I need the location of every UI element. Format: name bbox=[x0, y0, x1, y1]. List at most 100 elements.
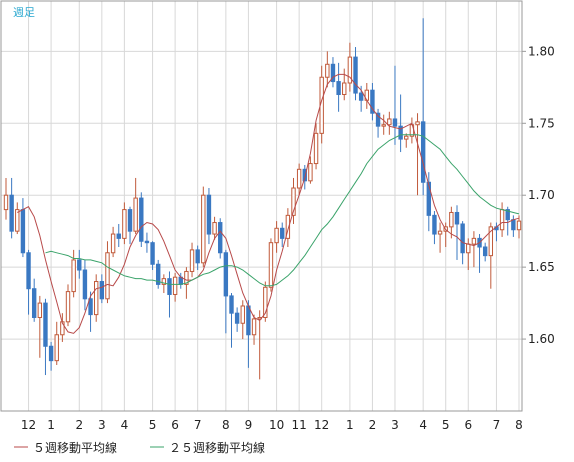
candle-body-up bbox=[110, 233, 116, 254]
candle bbox=[387, 111, 392, 135]
candle-body-up bbox=[342, 82, 347, 96]
candle-body-down bbox=[150, 242, 155, 265]
candle-body-down bbox=[9, 194, 14, 232]
x-tick-label: 2 bbox=[369, 418, 377, 432]
candle-body-down bbox=[426, 181, 432, 216]
x-tick-label: 8 bbox=[222, 418, 230, 432]
x-tick-label: 8 bbox=[515, 418, 523, 432]
candle-body-down bbox=[218, 222, 223, 254]
x-tick-label: 3 bbox=[391, 418, 399, 432]
candle-body-down bbox=[336, 81, 341, 96]
candle-body-up bbox=[65, 291, 71, 323]
candle-body-up bbox=[516, 220, 522, 231]
candle-body-down bbox=[195, 249, 200, 264]
candle bbox=[263, 281, 268, 322]
x-tick-label: 6 bbox=[171, 418, 179, 432]
candle-body-down bbox=[48, 345, 54, 362]
candle-body-up bbox=[37, 302, 43, 318]
candle bbox=[415, 113, 420, 196]
candle bbox=[156, 259, 161, 289]
candle bbox=[195, 245, 200, 271]
candle-body-down bbox=[127, 209, 133, 232]
candle-body-up bbox=[133, 197, 138, 232]
y-tick-label: 1.75 bbox=[528, 116, 555, 130]
candle bbox=[370, 83, 375, 121]
candle bbox=[161, 274, 167, 294]
candle-body-up bbox=[308, 163, 313, 182]
candle-body-up bbox=[285, 214, 291, 239]
candle bbox=[15, 202, 20, 235]
candle-body-up bbox=[161, 278, 167, 285]
candle bbox=[201, 186, 206, 268]
candle bbox=[99, 274, 105, 304]
candle bbox=[437, 222, 443, 253]
candle bbox=[381, 114, 386, 135]
candle-body-down bbox=[302, 168, 307, 182]
candle-body-up bbox=[296, 168, 302, 189]
candle-body-down bbox=[77, 259, 82, 271]
candle bbox=[122, 202, 127, 245]
candle-body-up bbox=[449, 211, 454, 228]
candle-body-up bbox=[240, 305, 245, 324]
candle-body-up bbox=[184, 270, 189, 285]
x-axis-ticks: 12 1 2 3 4 5 6 7 8 9 10 11 12 1 2 3 4 5 6 7 8 bbox=[21, 418, 523, 432]
candle bbox=[330, 57, 336, 88]
candle-body-up bbox=[404, 135, 409, 140]
candle-body-down bbox=[229, 295, 234, 314]
candle-body-up bbox=[3, 194, 9, 211]
candle bbox=[82, 259, 88, 311]
candle-body-down bbox=[82, 269, 88, 300]
candle bbox=[426, 172, 432, 232]
x-tick-label: 4 bbox=[121, 418, 129, 432]
candle-body-down bbox=[20, 209, 26, 254]
candle bbox=[139, 192, 144, 247]
y-tick-label: 1.70 bbox=[528, 188, 555, 202]
candle-body-up bbox=[71, 259, 76, 293]
x-tick-label: 9 bbox=[245, 418, 253, 432]
candle bbox=[167, 271, 172, 318]
candle bbox=[342, 68, 347, 101]
candle-body-down bbox=[43, 302, 48, 347]
plot-frame bbox=[0, 0, 523, 412]
candle bbox=[65, 284, 71, 327]
candle-body-down bbox=[420, 121, 426, 183]
x-tick-label: 5 bbox=[442, 418, 450, 432]
candle bbox=[234, 307, 240, 332]
candle bbox=[392, 65, 398, 145]
x-tick-label: 5 bbox=[149, 418, 157, 432]
candle bbox=[206, 188, 212, 245]
candle-body-up bbox=[347, 56, 353, 84]
candle bbox=[240, 300, 245, 340]
candle bbox=[454, 205, 460, 260]
candle-body-up bbox=[263, 286, 268, 318]
candle-body-down bbox=[234, 312, 240, 324]
candle-body-down bbox=[370, 89, 375, 114]
candle-body-down bbox=[206, 194, 212, 235]
x-tick-label: 3 bbox=[98, 418, 106, 432]
candle bbox=[398, 94, 403, 153]
candle-body-down bbox=[26, 252, 31, 290]
x-tick-label: 2 bbox=[75, 418, 83, 432]
candle-body-up bbox=[488, 226, 494, 257]
legend: ５週移動平均線 ２５週移動平均線 bbox=[14, 440, 265, 455]
x-tick-label: 7 bbox=[493, 418, 501, 432]
y-tick-label: 1.60 bbox=[528, 332, 555, 346]
y-tick-label: 1.80 bbox=[528, 44, 555, 58]
candle bbox=[150, 241, 155, 271]
candle bbox=[218, 218, 223, 259]
candle-body-down bbox=[454, 211, 460, 225]
candle-body-up bbox=[212, 222, 217, 235]
candle bbox=[313, 123, 319, 170]
period-label: 週足 bbox=[13, 6, 35, 19]
candle-body-up bbox=[172, 276, 178, 295]
candle bbox=[404, 133, 409, 148]
x-tick-label: 10 bbox=[269, 418, 284, 432]
candle-body-up bbox=[93, 281, 99, 316]
candle bbox=[482, 242, 488, 262]
candle-body-up bbox=[415, 121, 420, 126]
candle-body-up bbox=[325, 63, 330, 78]
candle bbox=[212, 216, 217, 240]
candle-body-up bbox=[437, 230, 443, 235]
x-tick-label: 6 bbox=[464, 418, 472, 432]
